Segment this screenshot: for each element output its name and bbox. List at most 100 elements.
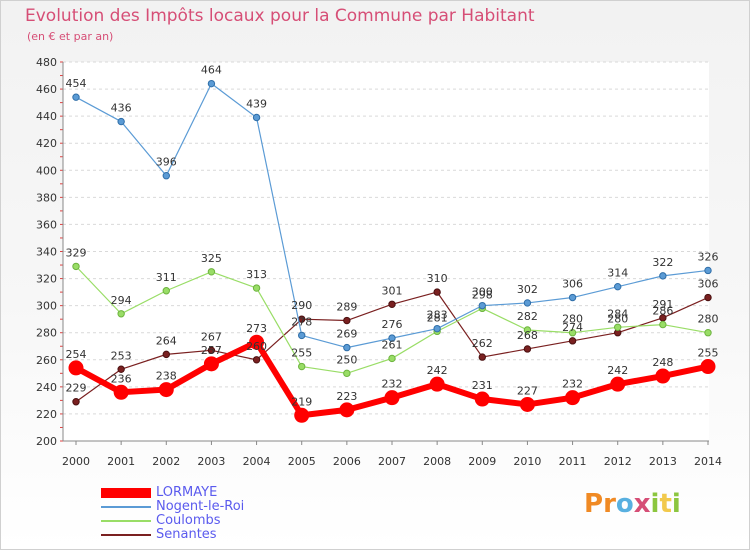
x-tick-label: 2011 (559, 455, 587, 468)
data-point (294, 407, 310, 423)
data-label: 257 (201, 344, 222, 357)
data-label: 238 (156, 370, 177, 383)
data-label: 262 (472, 337, 493, 350)
data-point (523, 299, 532, 307)
data-point (478, 353, 486, 361)
data-label: 280 (562, 313, 583, 326)
data-point (614, 282, 622, 291)
data-label: 306 (562, 278, 583, 291)
data-point (565, 390, 581, 406)
data-point (433, 288, 441, 296)
data-label: 278 (291, 315, 312, 328)
y-tick-label: 260 (36, 354, 57, 367)
data-label: 291 (652, 298, 673, 311)
data-point (158, 382, 174, 398)
data-label: 311 (156, 271, 177, 284)
data-label: 267 (201, 330, 222, 343)
data-point (339, 402, 355, 418)
data-label: 231 (472, 379, 493, 392)
data-point (113, 384, 129, 400)
x-tick-label: 2006 (333, 455, 361, 468)
data-label: 261 (382, 338, 403, 351)
data-point (478, 301, 486, 310)
data-label: 436 (111, 102, 132, 115)
data-label: 280 (698, 313, 719, 326)
data-label: 396 (156, 156, 177, 169)
chart-subtitle: (en € et par an) (27, 30, 114, 43)
logo-letter: i (650, 489, 660, 519)
data-point (429, 376, 445, 392)
data-label: 286 (652, 305, 673, 318)
x-tick-label: 2014 (694, 455, 722, 468)
y-tick-label: 440 (36, 110, 57, 123)
legend-label: Coulombs (156, 513, 221, 528)
data-label: 232 (562, 378, 583, 391)
data-point (388, 354, 396, 363)
data-point (659, 272, 667, 280)
data-label: 464 (201, 64, 222, 77)
data-point (203, 356, 219, 372)
data-label: 439 (246, 97, 267, 110)
data-label: 232 (382, 378, 403, 391)
data-point (614, 323, 622, 331)
y-tick-label: 400 (36, 164, 57, 177)
x-tick-label: 2002 (152, 455, 180, 468)
data-point (700, 359, 716, 375)
data-label: 242 (427, 364, 448, 377)
legend-item-coulombs: Coulombs (101, 513, 341, 528)
legend-swatch-senantes (101, 534, 151, 536)
data-point (117, 117, 125, 126)
data-point (568, 337, 577, 345)
data-label: 248 (652, 356, 673, 369)
data-point (610, 376, 626, 392)
data-point (207, 268, 216, 276)
data-point (343, 316, 351, 325)
data-label: 314 (607, 267, 628, 280)
y-tick-label: 300 (36, 300, 57, 313)
data-label: 229 (66, 382, 87, 395)
data-label: 310 (427, 272, 448, 285)
data-label: 325 (201, 252, 222, 265)
y-tick-label: 380 (36, 191, 57, 204)
data-point (162, 287, 170, 295)
data-point (162, 172, 170, 180)
data-label: 290 (291, 299, 312, 312)
data-label: 219 (291, 395, 312, 408)
data-label: 255 (698, 347, 719, 360)
data-label: 326 (698, 250, 719, 263)
y-tick-label: 220 (36, 408, 57, 421)
legend-label: Senantes (156, 527, 217, 542)
legend-swatch-lormaye (101, 488, 151, 498)
data-point (343, 343, 351, 352)
data-label: 276 (382, 318, 403, 331)
x-tick-label: 2004 (243, 455, 271, 468)
data-point (252, 113, 261, 122)
data-label: 289 (336, 301, 357, 314)
data-point (568, 329, 577, 337)
data-label: 302 (517, 283, 538, 296)
data-point (704, 293, 712, 302)
legend-item-lormaye: LORMAYE (101, 485, 341, 500)
data-point (388, 300, 396, 308)
logo-letter: t (659, 489, 672, 519)
data-point (249, 334, 265, 350)
x-tick-label: 2000 (62, 455, 90, 468)
x-tick-label: 2009 (468, 455, 496, 468)
y-tick-label: 360 (36, 218, 57, 231)
data-point (704, 329, 712, 337)
data-label: 298 (472, 288, 493, 301)
x-tick-label: 2010 (513, 455, 541, 468)
data-label: 280 (607, 313, 628, 326)
data-label: 242 (607, 364, 628, 377)
legend-label: Nogent-le-Roi (156, 499, 245, 514)
logo-letter: r (603, 489, 616, 519)
chart-title: Evolution des Impôts locaux pour la Comm… (25, 6, 535, 26)
logo-letter: P (584, 489, 604, 519)
data-point (343, 369, 351, 378)
x-tick-label: 2008 (423, 455, 451, 468)
data-label: 300 (472, 286, 493, 299)
data-point (117, 365, 125, 373)
plot-area (63, 62, 709, 441)
